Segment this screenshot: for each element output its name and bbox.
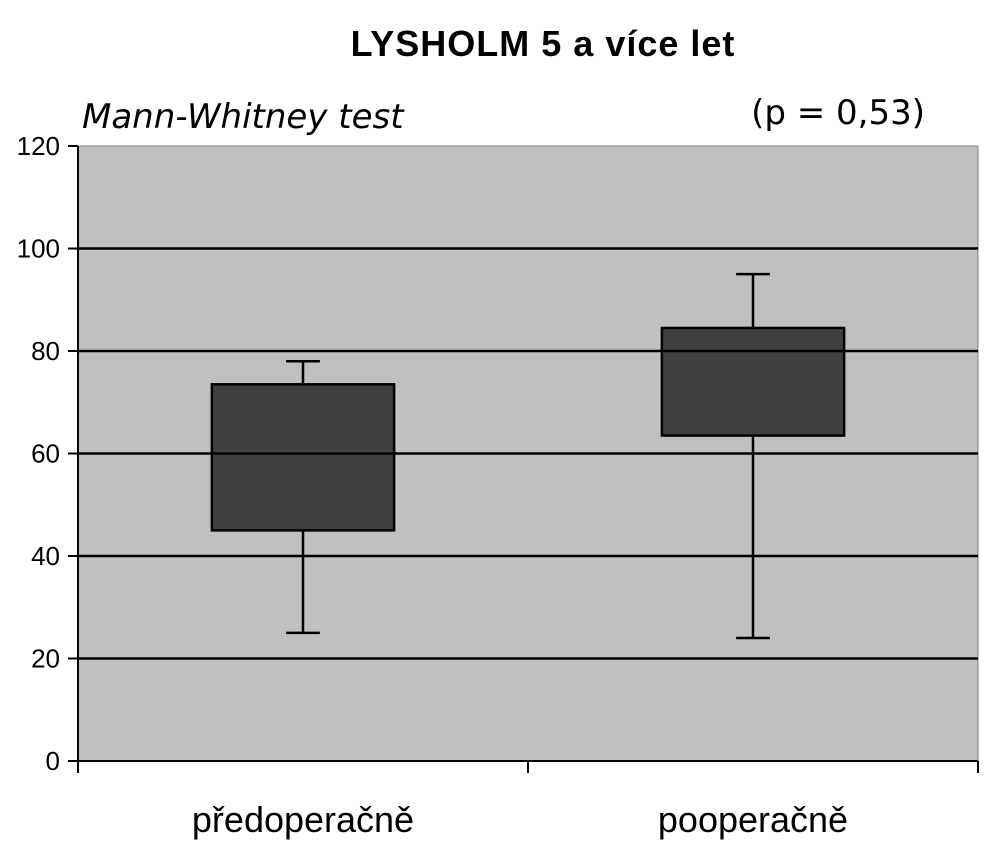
y-tick-label-20: 20 (31, 644, 60, 674)
y-tick-label-120: 120 (17, 131, 60, 161)
y-tick-label-60: 60 (31, 439, 60, 469)
category-label-1: předoperačně (192, 799, 414, 840)
y-tick-label-80: 80 (31, 336, 60, 366)
test-label: Mann-Whitney test (82, 97, 405, 137)
p-value-label: (p = 0,53) (751, 93, 925, 133)
box-2-iqr (660, 326, 846, 437)
plot-area: 0 20 40 60 80 100 120 předoperačně pooperačně (17, 131, 979, 840)
category-label-2: pooperačně (658, 799, 848, 840)
y-tick-label-100: 100 (17, 234, 60, 264)
y-tick-label-40: 40 (31, 541, 60, 571)
box-1-iqr (210, 383, 396, 532)
chart-title: LYSHOLM 5 a více let (351, 23, 736, 64)
y-tick-label-0: 0 (46, 746, 60, 776)
